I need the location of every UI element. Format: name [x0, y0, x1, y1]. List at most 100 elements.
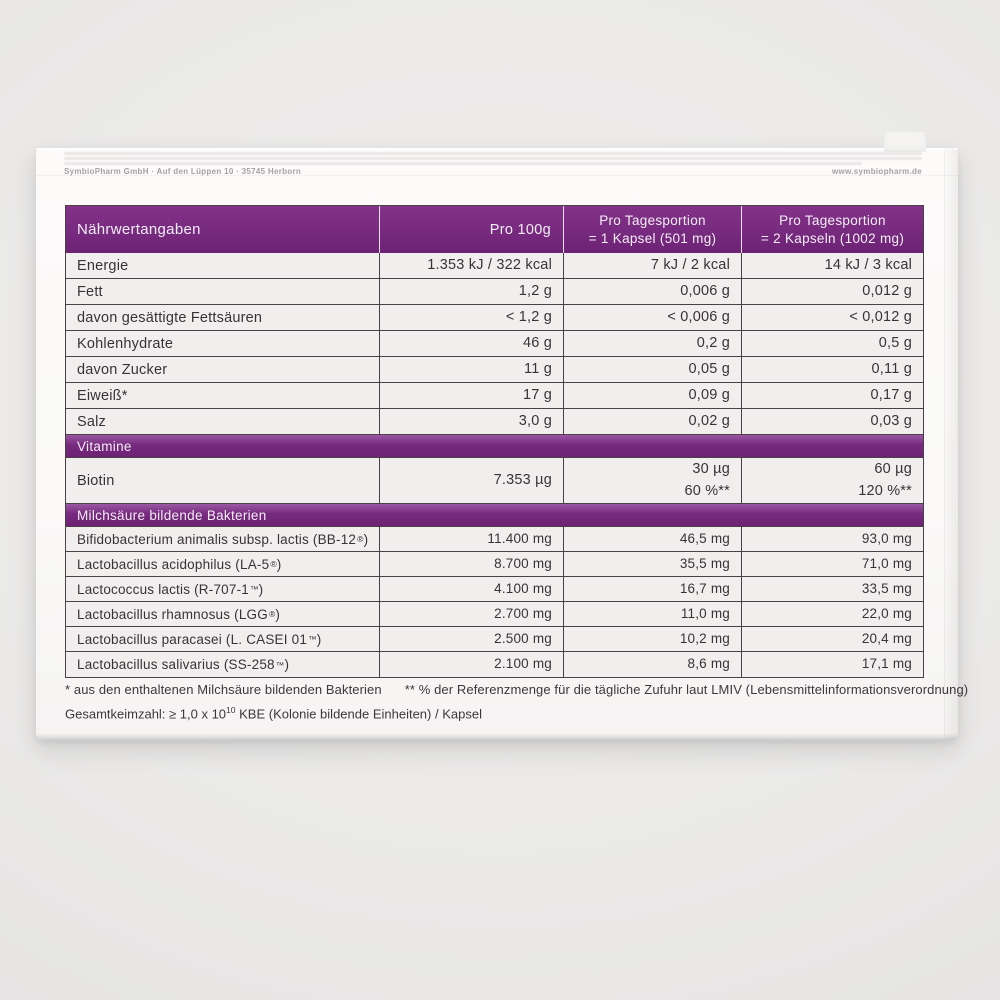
table-row: Lactobacillus salivarius (SS-258 ™) 2.100 …	[66, 652, 923, 677]
value-per-100g: 7.353 µg	[379, 458, 563, 503]
value-per-2-capsules: 60 µg 120 %**	[741, 458, 923, 503]
value-per-100g: 46 g	[379, 331, 563, 356]
value-per-1-capsule: 0,2 g	[563, 331, 741, 356]
product-box-back-panel: SymbioPharm GmbH · Auf den Lüppen 10 · 3…	[36, 132, 968, 740]
value-per-100g: 17 g	[379, 383, 563, 408]
row-label: davon Zucker	[77, 361, 168, 378]
footnote-cfu-prefix: Gesamtkeimzahl: ≥ 1,0 x 10	[65, 706, 227, 722]
value-per-100g: 2.100 mg	[379, 652, 563, 677]
footnote-cfu-suffix: KBE (Kolonie bildende Einheiten) / Kapse…	[235, 706, 482, 722]
row-label: Salz	[77, 413, 107, 430]
row-label: Lactobacillus paracasei (L. CASEI 01 ™)	[77, 631, 322, 647]
footnote-cfu-exponent: 10	[226, 705, 236, 715]
value-per-2-capsules: 0,17 g	[741, 383, 923, 408]
value-per-1-capsule: 35,5 mg	[563, 552, 741, 576]
value-per-1-capsule: 0,006 g	[563, 279, 741, 304]
value-per-1-capsule: 8,6 mg	[563, 652, 741, 677]
value-per-2-capsules: 71,0 mg	[741, 552, 923, 576]
footnote-total-cfu: Gesamtkeimzahl: ≥ 1,0 x 1010 KBE (Koloni…	[65, 705, 918, 721]
row-label: Lactococcus lactis (R-707-1 ™)	[77, 581, 264, 597]
value-per-100g: 4.100 mg	[379, 577, 563, 601]
table-row: davon gesättigte Fettsäuren < 1,2 g < 0,00…	[66, 305, 923, 331]
box-flap-tab	[884, 132, 926, 152]
footnotes: * aus den enthaltenen Milchsäure bildend…	[65, 682, 968, 721]
nutrition-facts-table: Nährwertangaben Pro 100g Pro Tagesportion =…	[65, 205, 924, 678]
value-per-2-capsules: 0,5 g	[741, 331, 923, 356]
footnote-line-1: * aus den enthaltenen Milchsäure bildend…	[65, 682, 968, 697]
value-per-2-capsules: 20,4 mg	[741, 627, 923, 651]
value-per-2-capsules: 0,012 g	[741, 279, 923, 304]
value-per-100g: 11 g	[379, 357, 563, 382]
value-per-1-capsule: 10,2 mg	[563, 627, 741, 651]
row-label: Bifidobacterium animalis subsp. lactis (…	[77, 531, 369, 547]
value-per-2-capsules: 22,0 mg	[741, 602, 923, 626]
value-per-1-capsule: 11,0 mg	[563, 602, 741, 626]
value-per-2-capsules: 0,11 g	[741, 357, 923, 382]
table-row: Kohlenhydrate 46 g 0,2 g 0,5 g	[66, 331, 923, 357]
row-label: Kohlenhydrate	[77, 335, 174, 352]
table-header-row: Nährwertangaben Pro 100g Pro Tagesportion =…	[66, 206, 923, 253]
value-per-100g: 8.700 mg	[379, 552, 563, 576]
footnote-protein-source: * aus den enthaltenen Milchsäure bildend…	[65, 682, 382, 697]
value-per-1-capsule: 0,05 g	[563, 357, 741, 382]
table-row: Bifidobacterium animalis subsp. lactis (…	[66, 527, 923, 552]
section-header-bar: Vitamine	[66, 435, 923, 458]
table-row: Lactobacillus rhamnosus (LGG ®) 2.700 mg 11…	[66, 602, 923, 627]
table-row: Salz 3,0 g 0,02 g 0,03 g	[66, 409, 923, 435]
box-bottom-edge	[36, 733, 958, 740]
value-per-100g: < 1,2 g	[379, 305, 563, 330]
table-row: Fett 1,2 g 0,006 g 0,012 g	[66, 279, 923, 305]
table-row: Biotin 7.353 µg 30 µg 60 %** 60 µg 120 %**	[66, 458, 923, 504]
value-per-1-capsule: 16,7 mg	[563, 577, 741, 601]
value-per-2-capsules: 93,0 mg	[741, 527, 923, 551]
value-per-2-capsules: 33,5 mg	[741, 577, 923, 601]
value-per-2-capsules: 14 kJ / 3 kcal	[741, 253, 923, 278]
value-per-100g: 2.500 mg	[379, 627, 563, 651]
row-label: Fett	[77, 283, 103, 300]
value-per-100g: 1.353 kJ / 322 kcal	[379, 253, 563, 278]
header-per-1-capsule: Pro Tagesportion = 1 Kapsel (501 mg)	[563, 206, 741, 253]
header-nutrition-facts: Nährwertangaben	[77, 221, 201, 238]
table-row: Lactobacillus paracasei (L. CASEI 01 ™) 2.…	[66, 627, 923, 652]
row-label: Lactobacillus salivarius (SS-258 ™)	[77, 657, 290, 672]
value-per-2-capsules: 0,03 g	[741, 409, 923, 434]
table-row: Eiweiß* 17 g 0,09 g 0,17 g	[66, 383, 923, 409]
row-label: Biotin	[77, 472, 115, 489]
value-per-100g: 2.700 mg	[379, 602, 563, 626]
box-right-fold-crease	[944, 150, 945, 736]
value-per-100g: 11.400 mg	[379, 527, 563, 551]
table-row: Lactobacillus acidophilus (LA-5 ®) 8.700 m…	[66, 552, 923, 577]
row-label: davon gesättigte Fettsäuren	[77, 309, 263, 326]
flap-fineprint-line	[64, 157, 922, 160]
manufacturer-website: www.symbiopharm.de	[831, 167, 922, 176]
value-per-1-capsule: < 0,006 g	[563, 305, 741, 330]
table-row: Energie 1.353 kJ / 322 kcal 7 kJ / 2 kcal 1…	[66, 253, 923, 279]
flap-address-row: SymbioPharm GmbH · Auf den Lüppen 10 · 3…	[64, 167, 922, 176]
row-label: Lactobacillus rhamnosus (LGG ®)	[77, 606, 281, 622]
value-per-1-capsule: 0,02 g	[563, 409, 741, 434]
value-per-1-capsule: 30 µg 60 %**	[563, 458, 741, 503]
header-per-2-capsules: Pro Tagesportion = 2 Kapseln (1002 mg)	[741, 206, 923, 253]
table-row: davon Zucker 11 g 0,05 g 0,11 g	[66, 357, 923, 383]
box-right-side-panel	[945, 148, 958, 740]
row-label: Energie	[77, 257, 129, 274]
value-per-2-capsules: 17,1 mg	[741, 652, 923, 677]
row-label: Eiweiß*	[77, 387, 128, 404]
footnote-reference-amount: ** % der Referenzmenge für die tägliche …	[404, 682, 969, 697]
flap-fineprint-line	[64, 152, 922, 155]
manufacturer-address: SymbioPharm GmbH · Auf den Lüppen 10 · 3…	[64, 167, 302, 176]
header-per-100g: Pro 100g	[379, 206, 563, 253]
value-per-100g: 3,0 g	[379, 409, 563, 434]
value-per-100g: 1,2 g	[379, 279, 563, 304]
row-label: Lactobacillus acidophilus (LA-5 ®)	[77, 556, 282, 572]
flap-fineprint-line	[64, 162, 862, 165]
box-top-flap: SymbioPharm GmbH · Auf den Lüppen 10 · 3…	[36, 148, 958, 176]
table-row: Lactococcus lactis (R-707-1 ™) 4.100 mg 16,…	[66, 577, 923, 602]
value-per-2-capsules: < 0,012 g	[741, 305, 923, 330]
box-top-edge-highlight	[36, 148, 958, 150]
value-per-1-capsule: 7 kJ / 2 kcal	[563, 253, 741, 278]
value-per-1-capsule: 46,5 mg	[563, 527, 741, 551]
value-per-1-capsule: 0,09 g	[563, 383, 741, 408]
section-header-bar: Milchsäure bildende Bakterien	[66, 504, 923, 527]
